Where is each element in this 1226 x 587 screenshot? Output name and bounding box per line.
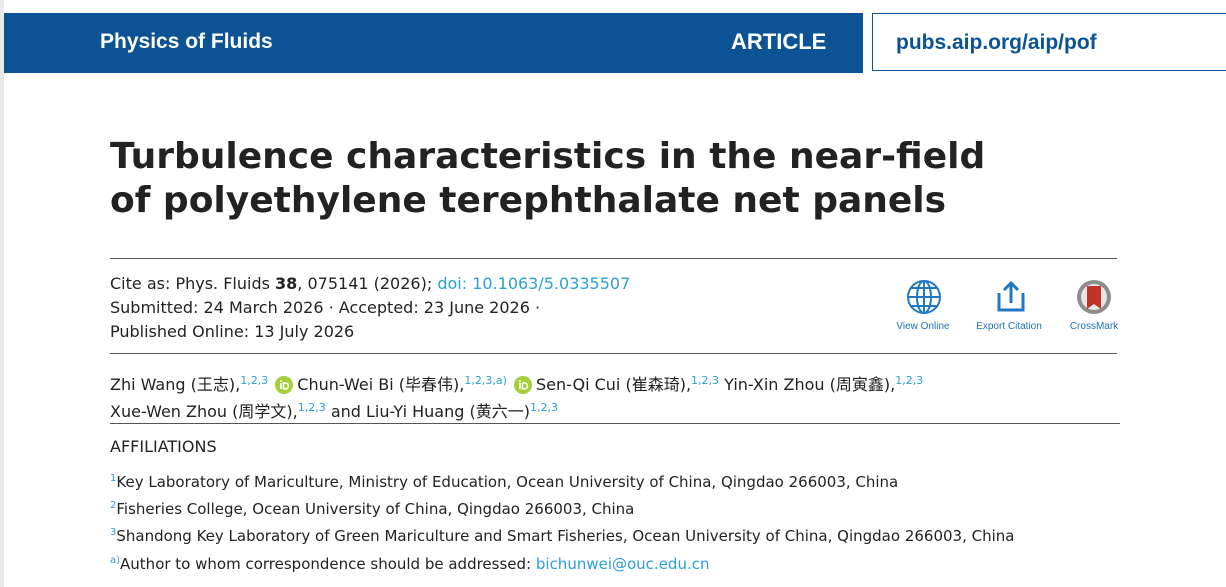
cite-prefix: Cite as: Phys. Fluids [110, 274, 270, 293]
author: Sen-Qi Cui (崔森琦), [535, 375, 692, 394]
aff-mark: 1 [110, 473, 117, 484]
title: Turbulence characteristics in the near-f… [110, 135, 985, 223]
conjunction: and [330, 402, 361, 421]
export-icon[interactable] [994, 279, 1028, 315]
crossmark-icon[interactable] [1074, 278, 1114, 318]
dates: Published Online: 13 July 2026 [110, 322, 355, 341]
author-sup: 1,2,3 [297, 401, 326, 414]
tool-label[interactable]: View Online [896, 321, 950, 332]
author-sup: 1,2,3 [240, 374, 269, 387]
author-sup: 1,2,3 [529, 401, 558, 414]
affiliation: Shandong Key Laboratory of Green Maricul… [116, 527, 1015, 545]
header-bar: Physics of Fluids ARTICLE [4, 13, 863, 73]
cite-block: Cite as: Phys. Fluids 38, 075141 (2026);… [110, 272, 630, 344]
cite: Cite as: Phys. Fluids 38, 075141 (2026);… [110, 272, 630, 296]
author: Liu-Yi Huang (黄六一) [366, 402, 530, 421]
section: ARTICLE [731, 29, 827, 54]
journal[interactable]: Physics of Fluids [100, 30, 273, 53]
orcid-icon[interactable] [275, 376, 294, 394]
affiliations: 1Key Laboratory of Mariculture, Ministry… [110, 467, 1014, 548]
tool-label[interactable]: Export Citation [976, 321, 1042, 332]
doi[interactable]: doi: 10.1063/5.0335507 [437, 274, 631, 293]
left-edge [0, 0, 4, 587]
aff-mark: 2 [110, 500, 117, 511]
journal-url[interactable]: pubs.aip.org/aip/pof [896, 31, 1097, 54]
title-line: Turbulence characteristics in the near-f… [110, 136, 986, 177]
affiliation: Fisheries College, Ocean University of C… [116, 500, 635, 518]
author-sup: 1,2,3 [895, 374, 924, 387]
volume: 38 [275, 274, 298, 293]
url-box: pubs.aip.org/aip/pof [872, 13, 1226, 71]
rule [110, 423, 1120, 424]
dates: Submitted: 24 March 2026 · Accepted: 23 … [110, 298, 541, 317]
rule [110, 353, 1117, 354]
email[interactable]: bichunwei@ouc.edu.cn [535, 555, 710, 573]
tool-label[interactable]: CrossMark [1069, 321, 1119, 332]
correspondence: a)Author to whom correspondence should b… [110, 555, 709, 573]
cite-rest: , 075141 (2026); [297, 274, 433, 293]
orcid-icon[interactable] [513, 376, 532, 394]
authors: Zhi Wang (王志),1,2,3 Chun-Wei Bi (毕春伟),1,… [110, 369, 923, 423]
rule [110, 258, 1117, 259]
globe-icon[interactable] [904, 278, 944, 318]
author: Yin-Xin Zhou (周寅鑫), [724, 375, 896, 394]
author: Zhi Wang (王志), [110, 375, 241, 394]
author: Chun-Wei Bi (毕春伟), [297, 375, 465, 394]
affiliations-heading: AFFILIATIONS [110, 437, 217, 456]
author-sup: 1,2,3 [691, 374, 720, 387]
author-sup: 1,2,3,a) [464, 374, 507, 387]
corr-mark: a) [110, 555, 121, 566]
author: Xue-Wen Zhou (周学文), [110, 402, 298, 421]
corr-text: Author to whom correspondence should be … [120, 555, 532, 573]
title-line: of polyethylene terephthalate net panels [110, 180, 947, 221]
aff-mark: 3 [110, 527, 117, 538]
affiliation: Key Laboratory of Mariculture, Ministry … [116, 473, 899, 491]
